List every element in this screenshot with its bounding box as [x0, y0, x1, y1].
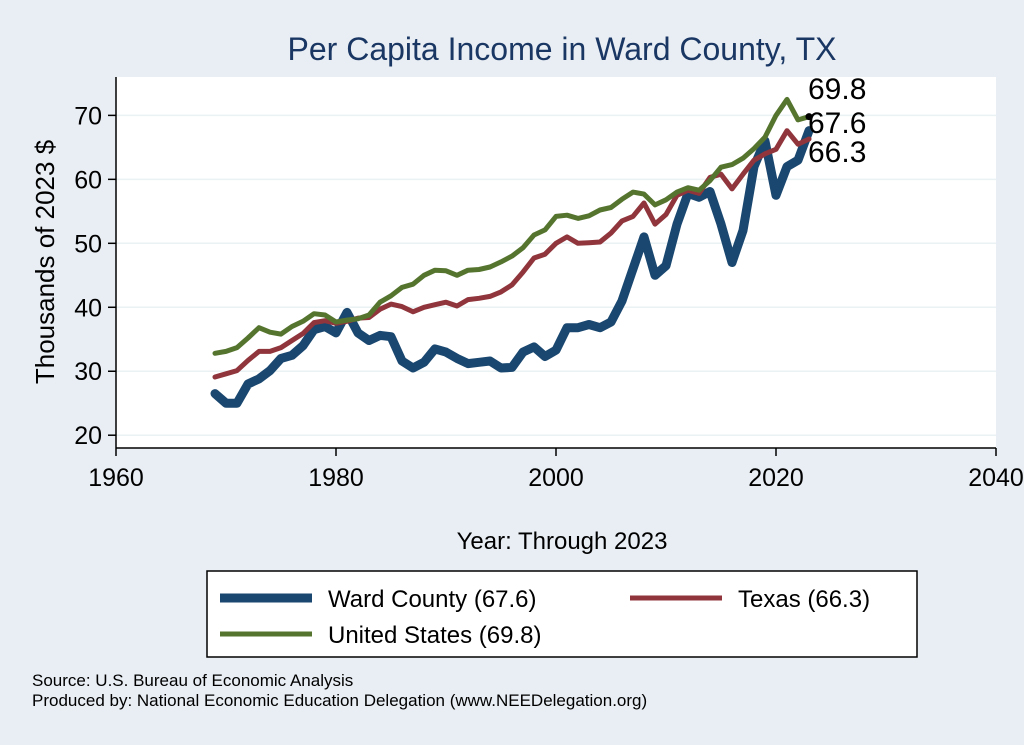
end-label-us: 69.8 [808, 73, 866, 106]
x-tick-label-1960: 1960 [88, 464, 144, 492]
footnotes: Source: U.S. Bureau of Economic Analysis… [32, 671, 647, 711]
y-tick-label-60: 60 [74, 166, 102, 194]
legend-label-us: United States (69.8) [328, 622, 541, 649]
end-marker-us [805, 113, 813, 121]
legend-label-ward: Ward County (67.6) [328, 586, 537, 613]
x-tick-label-2000: 2000 [528, 464, 584, 492]
end-label-texas: 66.3 [808, 136, 866, 169]
plot-area [116, 77, 996, 448]
legend-box [206, 570, 918, 658]
chart-title: Per Capita Income in Ward County, TX [288, 31, 837, 67]
x-tick-label-2040: 2040 [968, 464, 1024, 492]
y-tick-label-50: 50 [74, 230, 102, 258]
axes: 20 30 40 50 60 70 1960 1980 2000 2020 2040 [74, 77, 1024, 492]
x-axis-label: Year: Through 2023 [457, 528, 668, 555]
x-tick-label-1980: 1980 [308, 464, 364, 492]
y-tick-label-70: 70 [74, 102, 102, 130]
series-layer [210, 96, 814, 408]
legend: Ward County (67.6) Texas (66.3) United S… [206, 570, 918, 658]
y-axis-label: Thousands of 2023 $ [30, 139, 60, 384]
end-value-labels: 69.867.666.3 [805, 73, 866, 169]
series-ward-county [210, 126, 814, 408]
source-note: Source: U.S. Bureau of Economic Analysis [32, 671, 354, 690]
series-united-states [212, 96, 812, 356]
y-tick-label-30: 30 [74, 358, 102, 386]
end-label-ward: 67.6 [808, 107, 866, 140]
y-tick-label-20: 20 [74, 422, 102, 450]
legend-label-texas: Texas (66.3) [738, 586, 870, 613]
y-tick-label-40: 40 [74, 294, 102, 322]
x-tick-label-2020: 2020 [748, 464, 804, 492]
income-line-chart: Per Capita Income in Ward County, TX 20 3… [30, 31, 1024, 658]
producer-note: Produced by: National Economic Education… [32, 691, 648, 710]
